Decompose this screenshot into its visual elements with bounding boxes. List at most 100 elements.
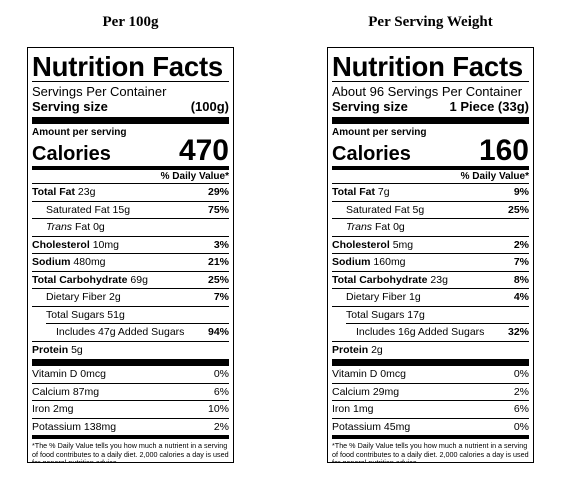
servings-per-container: Servings Per Container (32, 84, 167, 99)
nutrient-amount: 160mg (373, 256, 406, 268)
nutrient-row-protein: Protein 5g (32, 340, 229, 359)
medium-divider (32, 166, 229, 170)
nutrient-row-vitamin-d: Vitamin D 0mcg 0% (332, 366, 529, 383)
nutrient-pct: 9% (513, 186, 529, 198)
nutrient-pct: 7% (213, 291, 229, 303)
divider (32, 81, 229, 82)
nutrient-amount: 480mg (73, 256, 106, 268)
daily-value-header: % Daily Value* (160, 171, 229, 182)
nutrient-pct: 8% (513, 273, 529, 286)
nutrient-label: Sodium (32, 256, 71, 268)
nutrient-amount: 2g (371, 343, 383, 356)
nutrient-amount: 5mg (392, 238, 414, 251)
nutrient-row-added-sugars: Includes 16g Added Sugars 32% (346, 323, 529, 341)
thick-divider (332, 117, 529, 124)
calories-label: Calories (32, 143, 111, 165)
nutrient-row-sodium: Sodium 160mg 7% (332, 253, 529, 271)
nutrient-row-cholesterol: Cholesterol 10mg 3% (32, 235, 229, 254)
nutrient-label: Total Carbohydrate (332, 273, 428, 286)
nutrient-label: Saturated Fat 15g (46, 203, 131, 216)
nutrient-row-sodium: Sodium 480mg 21% (32, 253, 229, 271)
calories-value: 470 (178, 134, 229, 167)
servings-per-container: About 96 Servings Per Container (332, 84, 523, 99)
nutrient-pct: 0% (513, 368, 529, 380)
nutrient-pct: 0% (213, 368, 229, 380)
nutrient-label: Dietary Fiber 1g (346, 291, 421, 303)
serving-size-value: 1 Piece (33g) (449, 99, 530, 114)
nutrient-row-cholesterol: Cholesterol 5mg 2% (332, 235, 529, 254)
nutrient-label: Vitamin D 0mcg (332, 368, 406, 380)
nutrient-row-saturated-fat: Saturated Fat 15g 75% (32, 200, 229, 219)
nutrient-label: Calcium 87mg (32, 385, 100, 398)
nutrient-label: Cholesterol (32, 238, 90, 251)
nutrition-label-per-100g: Nutrition Facts Servings Per Container S… (27, 47, 234, 463)
nutrient-label: Potassium 138mg (32, 420, 117, 433)
nutrient-label: Dietary Fiber 2g (46, 291, 121, 303)
nutrient-label: Potassium 45mg (332, 420, 411, 433)
nutrient-label: Fat 0g (374, 221, 405, 233)
nutrient-pct: 94% (207, 326, 229, 338)
nutrient-amount: 7g (377, 186, 390, 198)
nutrient-pct: 4% (513, 291, 529, 303)
nutrient-pct: 75% (207, 203, 229, 216)
amount-per-serving: Amount per serving (332, 127, 427, 138)
nutrient-row-total-sugars: Total Sugars 17g (332, 305, 529, 324)
calories-row: Calories 160 (332, 136, 529, 166)
medium-divider (332, 435, 529, 439)
nutrient-amount: 10mg (92, 238, 119, 251)
nutrient-pct: 2% (213, 420, 229, 433)
nutrient-row-total-carbohydrate: Total Carbohydrate 23g 8% (332, 270, 529, 289)
serving-size-label: Serving size (32, 99, 108, 114)
nutrient-row-calcium: Calcium 29mg 2% (332, 382, 529, 401)
nutrient-label: Protein (332, 343, 369, 356)
nutrient-row-total-fat: Total Fat 23g 29% (32, 183, 229, 201)
nutrient-label: Total Fat (32, 186, 75, 198)
nutrient-label: Total Sugars 51g (46, 308, 125, 321)
nutrient-row-dietary-fiber: Dietary Fiber 1g 4% (332, 288, 529, 306)
nutrient-row-vitamin-d: Vitamin D 0mcg 0% (32, 366, 229, 383)
nutrient-row-dietary-fiber: Dietary Fiber 2g 7% (32, 288, 229, 306)
nutrient-row-total-carbohydrate: Total Carbohydrate 69g 25% (32, 270, 229, 289)
nutrient-row-saturated-fat: Saturated Fat 5g 25% (332, 200, 529, 219)
nutrient-label: Total Sugars 17g (346, 308, 425, 321)
nutrient-label: Includes 47g Added Sugars (56, 326, 185, 338)
nutrient-label: Protein (32, 343, 69, 356)
calories-value: 160 (478, 134, 529, 167)
nutrient-row-total-sugars: Total Sugars 51g (32, 305, 229, 324)
nutrient-pct: 6% (213, 385, 229, 398)
nutrition-label-per-serving: Nutrition Facts About 96 Servings Per Co… (327, 47, 534, 463)
daily-value-footnote: *The % Daily Value tells you how much a … (332, 441, 529, 463)
nutrient-label: Calcium 29mg (332, 385, 400, 398)
nutrient-label: Includes 16g Added Sugars (356, 326, 485, 338)
serving-size-row: Serving size 1 Piece (33g) (332, 99, 529, 115)
nutrient-pct: 6% (513, 403, 529, 415)
medium-divider (32, 435, 229, 439)
nutrient-pct: 2% (513, 238, 529, 251)
nutrient-pct: 3% (213, 238, 229, 251)
nutrient-label: Total Fat (332, 186, 375, 198)
serving-size-value: (100g) (190, 99, 229, 114)
nutrient-pct: 25% (507, 203, 529, 216)
nutrient-pct: 7% (513, 256, 529, 268)
thick-divider (32, 117, 229, 124)
panel-heading-per-serving: Per Serving Weight (368, 14, 493, 30)
nutrient-label: Iron 2mg (32, 403, 74, 415)
divider (332, 81, 529, 82)
thick-divider (332, 359, 529, 366)
thick-divider (32, 359, 229, 366)
nutrient-pct: 0% (513, 420, 529, 433)
nutrient-row-trans-fat: Trans Fat 0g (32, 218, 229, 236)
trans-italic-label: Trans (346, 221, 373, 233)
nutrient-amount: 69g (130, 273, 148, 286)
trans-italic-label: Trans (46, 221, 73, 233)
calories-label: Calories (332, 143, 411, 165)
nutrient-row-added-sugars: Includes 47g Added Sugars 94% (46, 323, 229, 341)
nutrient-label: Total Carbohydrate (32, 273, 128, 286)
nutrient-amount: 23g (77, 186, 96, 198)
nutrient-pct: 29% (207, 186, 229, 198)
nutrient-row-calcium: Calcium 87mg 6% (32, 382, 229, 401)
nutrient-row-potassium: Potassium 45mg 0% (332, 417, 529, 436)
serving-size-row: Serving size (100g) (32, 99, 229, 115)
nutrient-row-potassium: Potassium 138mg 2% (32, 417, 229, 436)
nutrient-label: Sodium (332, 256, 371, 268)
